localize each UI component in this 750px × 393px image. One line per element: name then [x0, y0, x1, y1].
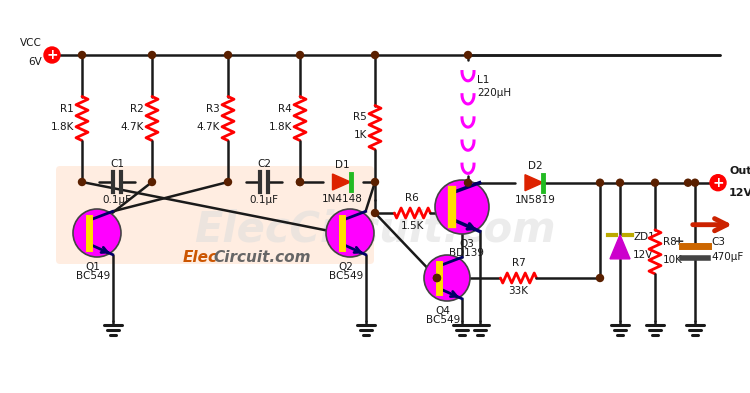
Circle shape — [685, 179, 692, 186]
Circle shape — [596, 274, 604, 281]
Text: ZD1: ZD1 — [633, 232, 655, 242]
Circle shape — [224, 51, 232, 59]
Polygon shape — [610, 235, 630, 259]
Text: C1: C1 — [110, 159, 124, 169]
Text: 12V: 12V — [633, 250, 653, 260]
Text: 1N4148: 1N4148 — [322, 194, 363, 204]
Circle shape — [44, 47, 60, 63]
Text: Elec: Elec — [183, 250, 218, 266]
Circle shape — [596, 179, 604, 186]
Text: 33K: 33K — [509, 286, 529, 296]
Text: Q4: Q4 — [436, 306, 451, 316]
Text: 10K: 10K — [663, 255, 682, 265]
Circle shape — [326, 209, 374, 257]
Text: +: + — [46, 48, 58, 62]
Text: Q2: Q2 — [338, 262, 353, 272]
Text: 0.1μF: 0.1μF — [103, 195, 131, 205]
Circle shape — [710, 175, 726, 191]
Text: BC549: BC549 — [76, 271, 110, 281]
Circle shape — [371, 178, 379, 185]
Text: D2: D2 — [528, 161, 542, 171]
Circle shape — [296, 178, 304, 185]
Text: ElecCircuit.com: ElecCircuit.com — [194, 209, 556, 251]
Circle shape — [692, 179, 698, 186]
Polygon shape — [332, 174, 350, 190]
Text: R3: R3 — [206, 103, 220, 114]
Text: R7: R7 — [512, 258, 525, 268]
Text: 0.1μF: 0.1μF — [250, 195, 278, 205]
Circle shape — [224, 178, 232, 185]
Circle shape — [79, 51, 86, 59]
Text: 12V: 12V — [729, 188, 750, 198]
Circle shape — [464, 51, 472, 59]
Text: +: + — [674, 235, 684, 248]
Text: Q3: Q3 — [460, 239, 475, 249]
Text: C3: C3 — [711, 237, 725, 247]
Circle shape — [79, 178, 86, 185]
Circle shape — [433, 274, 440, 281]
Circle shape — [371, 51, 379, 59]
Circle shape — [148, 178, 155, 185]
Circle shape — [296, 51, 304, 59]
Circle shape — [424, 255, 470, 301]
Text: L1: L1 — [477, 75, 489, 85]
Text: BC549: BC549 — [426, 315, 460, 325]
Circle shape — [652, 179, 658, 186]
Polygon shape — [525, 175, 543, 191]
Text: 1.8K: 1.8K — [51, 121, 74, 132]
Circle shape — [716, 179, 724, 186]
Circle shape — [464, 179, 472, 186]
Circle shape — [371, 209, 379, 217]
Text: 4.7K: 4.7K — [196, 121, 220, 132]
Text: VCC: VCC — [20, 38, 42, 48]
Circle shape — [73, 209, 121, 257]
Text: R8: R8 — [663, 237, 676, 247]
Text: R1: R1 — [60, 103, 74, 114]
Text: C2: C2 — [257, 159, 271, 169]
Text: Q1: Q1 — [86, 262, 100, 272]
Text: R5: R5 — [353, 112, 367, 123]
Text: BC549: BC549 — [328, 271, 363, 281]
Circle shape — [616, 179, 623, 186]
Text: +: + — [712, 176, 724, 190]
Text: 6V: 6V — [28, 57, 42, 67]
Text: R4: R4 — [278, 103, 292, 114]
Text: 220μH: 220μH — [477, 88, 512, 98]
Circle shape — [435, 180, 489, 234]
Circle shape — [296, 178, 304, 185]
Text: 1K: 1K — [354, 130, 367, 141]
Circle shape — [148, 51, 155, 59]
FancyBboxPatch shape — [56, 166, 374, 264]
Text: D1: D1 — [335, 160, 350, 170]
Text: R2: R2 — [130, 103, 144, 114]
Text: 1.5K: 1.5K — [400, 221, 424, 231]
Circle shape — [433, 274, 440, 281]
Text: Circuit.com: Circuit.com — [213, 250, 310, 266]
Text: 1.8K: 1.8K — [268, 121, 292, 132]
Text: Output: Output — [729, 166, 750, 176]
Text: BD139: BD139 — [449, 248, 484, 258]
Text: 470μF: 470μF — [711, 252, 743, 262]
Text: 4.7K: 4.7K — [121, 121, 144, 132]
Text: R6: R6 — [406, 193, 419, 203]
Text: 1N5819: 1N5819 — [514, 195, 556, 205]
